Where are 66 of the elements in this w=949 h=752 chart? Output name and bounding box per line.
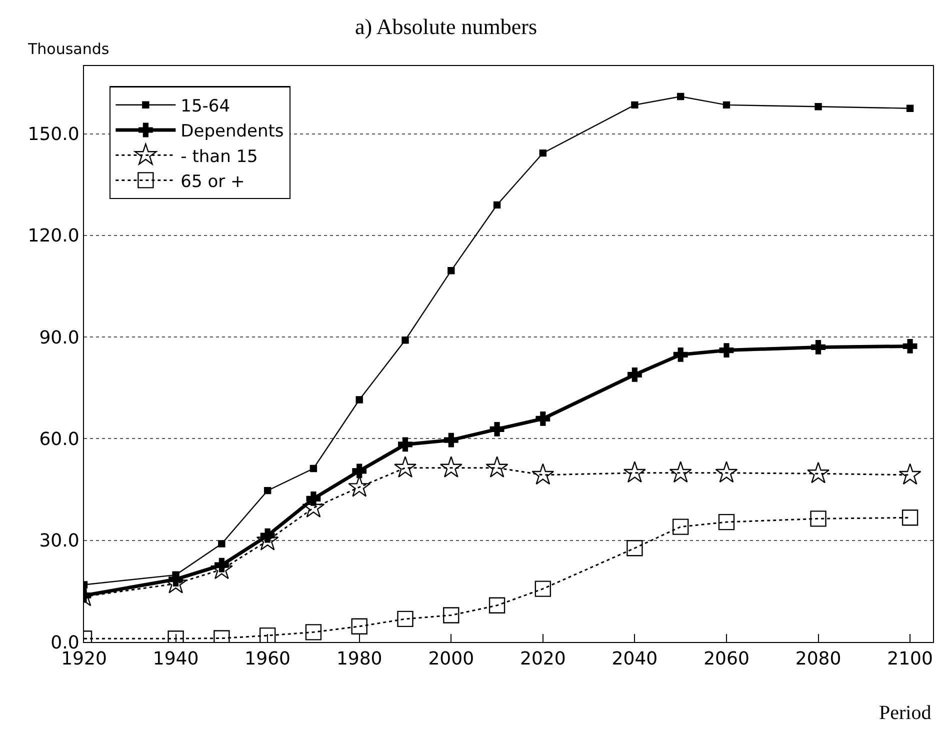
x-tick-label: 1960 [244, 648, 290, 670]
point [394, 456, 416, 478]
x-tick-label: 2080 [795, 648, 842, 670]
point [532, 463, 554, 485]
point [719, 343, 734, 358]
point [351, 618, 368, 635]
legend-label: - than 15 [180, 146, 258, 167]
x-tick-label: 1980 [336, 648, 382, 670]
point [898, 463, 922, 485]
y-tick-label: 120.0 [28, 226, 80, 247]
x-tick-label: 2040 [612, 648, 658, 670]
y-tick-label: 150.0 [28, 124, 80, 146]
point [490, 422, 504, 436]
legend-label: Dependents [180, 122, 284, 142]
point [218, 540, 226, 548]
x-tick-label: 2060 [704, 648, 750, 670]
point [902, 339, 918, 354]
x-tick-label: 2020 [520, 648, 566, 670]
point [397, 610, 414, 628]
point [631, 101, 638, 109]
point [443, 607, 460, 624]
point [902, 510, 918, 526]
point [444, 432, 458, 448]
point [536, 412, 550, 426]
point [811, 340, 826, 354]
point [352, 464, 367, 478]
point [305, 624, 322, 640]
point [669, 461, 692, 483]
point [676, 92, 684, 100]
point [539, 149, 547, 157]
point [534, 580, 552, 597]
point [259, 627, 276, 642]
point [356, 396, 363, 404]
point [493, 201, 501, 209]
y-tick-label: 90.0 [39, 327, 80, 348]
legend-label: 65 or + [180, 172, 245, 192]
x-tick-label: 1940 [152, 648, 199, 670]
y-tick-label: 60.0 [39, 429, 80, 450]
point [488, 597, 506, 614]
x-axis-title: Period [879, 702, 932, 724]
y-axis-title: Thousands [27, 40, 110, 58]
point [623, 461, 646, 483]
point [722, 101, 730, 109]
point [486, 456, 508, 478]
point [672, 518, 689, 535]
y-tick-label: 30.0 [39, 530, 80, 552]
point [715, 461, 738, 483]
x-tick-label: 2000 [428, 648, 474, 670]
point [814, 103, 822, 110]
point [807, 462, 830, 484]
x-tick-label: 2100 [887, 648, 933, 670]
point [448, 267, 455, 274]
point [673, 347, 688, 362]
legend-label: 15-64 [180, 96, 230, 117]
point [626, 540, 643, 556]
point [402, 336, 409, 344]
point [264, 486, 272, 494]
point [398, 437, 412, 452]
point [810, 510, 826, 527]
point [310, 464, 318, 472]
point [440, 456, 462, 478]
x-tick-label: 1920 [61, 648, 107, 670]
point [906, 104, 914, 112]
point [628, 367, 642, 382]
chart-title: a) Absolute numbers [354, 14, 538, 40]
point [718, 514, 735, 530]
